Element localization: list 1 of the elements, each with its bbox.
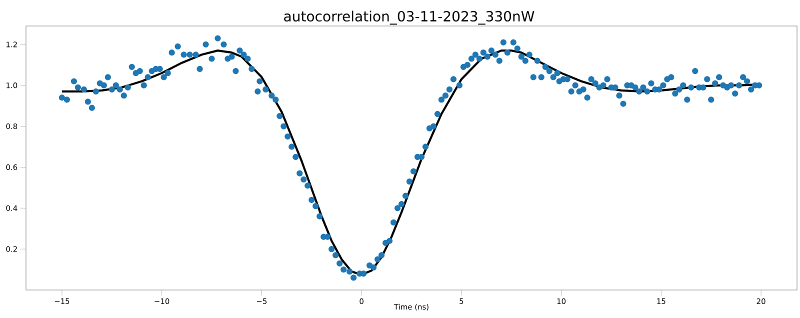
chart-title: autocorrelation_03-11-2023_330nW xyxy=(284,10,534,25)
